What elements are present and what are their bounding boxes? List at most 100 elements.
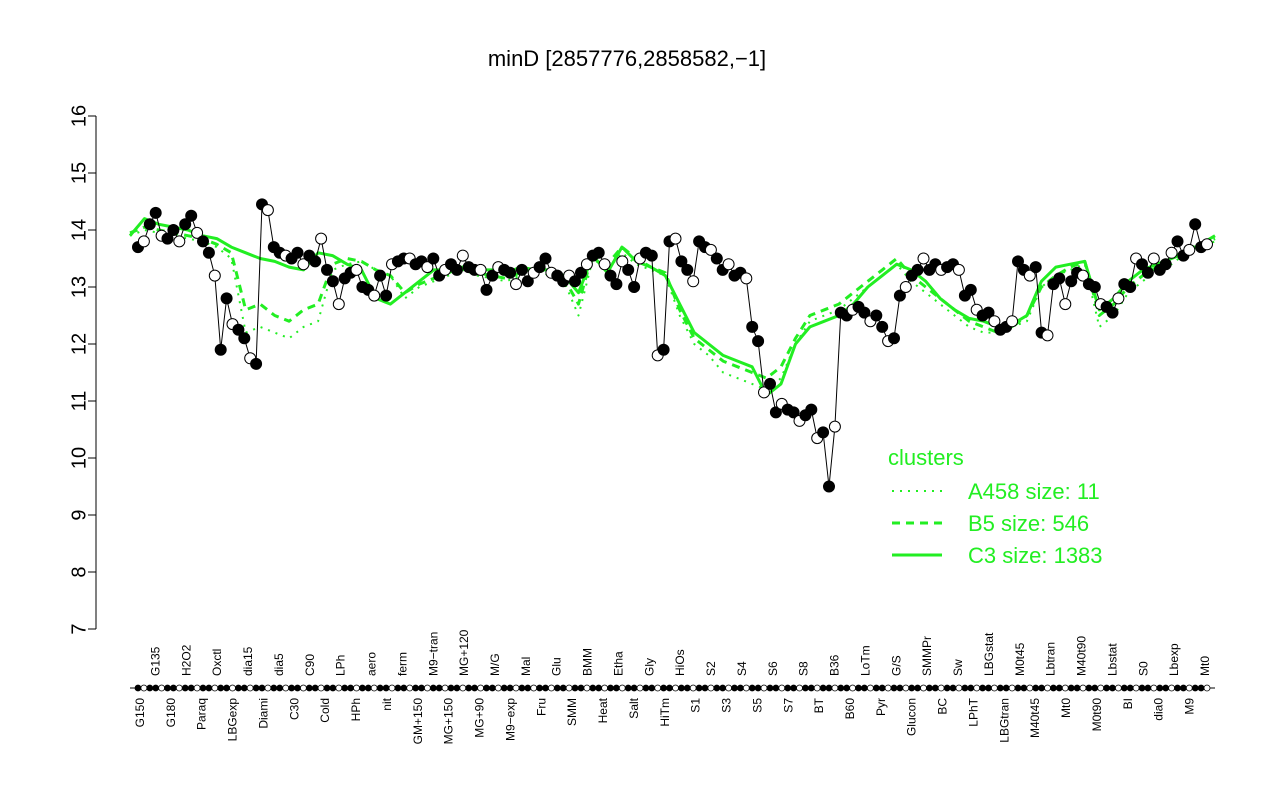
x-tick-label: Sw [951,659,965,676]
x-tick-label: Glucon [905,698,919,736]
data-point [1147,252,1160,265]
x-rug-mark [134,684,142,692]
x-tick-label: aero [365,652,379,676]
x-rug-mark [553,684,561,692]
x-rug-mark [955,684,963,692]
x-tick-label: M9−exp [503,698,517,741]
data-point [161,232,174,245]
x-rug-mark [807,684,815,692]
x-rug-mark [1085,684,1093,692]
x-rug-mark [370,684,378,692]
data-point [893,289,906,302]
x-rug-mark [548,684,555,692]
x-rug-mark [488,684,496,692]
x-rug-mark [394,684,402,692]
x-rug-mark [1091,684,1099,692]
x-rug-mark [311,684,319,692]
data-point [622,263,635,276]
x-rug-mark [146,684,154,692]
data-point [764,377,776,390]
x-tick-label: MG+90 [473,698,487,738]
x-rug-mark [725,684,732,692]
x-rug-mark [695,684,703,692]
x-rug-mark [276,684,284,692]
x-rug-mark [802,684,809,692]
data-point [1059,298,1072,311]
x-rug-mark [861,684,868,692]
data-point [214,343,227,356]
data-point [704,243,717,256]
x-rug-mark [164,684,171,692]
x-tick-label: BC [936,698,950,715]
x-rug-mark [341,684,349,692]
x-rug-mark [849,684,856,692]
x-rug-mark [240,684,248,692]
x-rug-mark [636,684,644,692]
data-point [876,320,889,333]
x-rug-mark [1156,684,1164,692]
x-rug-mark [867,684,874,692]
data-point [368,289,381,302]
x-tick-label: Lbstat [1105,643,1119,676]
x-tick-label: M40t45 [1028,698,1042,738]
x-rug-mark [223,684,231,692]
x-rug-mark [926,684,933,692]
x-tick-label: LoTm [858,645,872,676]
x-tick-label: B36 [828,654,842,676]
data-point [185,209,198,222]
data-point [569,275,581,288]
x-rug-mark [772,684,780,692]
x-rug-mark [961,684,969,692]
x-rug-mark [459,684,467,692]
data-point [315,232,328,245]
data-point [817,426,830,439]
x-rug-mark [878,684,886,692]
data-points [132,198,1213,493]
x-rug-mark [678,684,685,692]
x-rug-mark [565,684,573,692]
x-rug-mark [169,684,177,692]
x-tick-label: LPh [334,655,348,676]
y-tick-label: 8 [68,566,90,577]
x-rug-mark [388,684,396,692]
data-point [823,480,835,493]
x-rug-mark [914,684,921,692]
x-tick-label: ferm [395,652,409,676]
x-rug-mark [205,684,213,692]
data-point [137,235,150,248]
x-rug-mark [967,684,975,692]
x-rug-mark [447,684,455,692]
data-point [616,255,629,268]
x-tick-label: S4 [735,661,749,676]
x-rug-mark [949,684,957,692]
data-point [173,235,186,248]
legend-entry: C3 size: 1383 [968,543,1103,568]
data-point [1189,218,1202,231]
data-point [657,343,670,356]
x-rug-mark [648,684,656,692]
data-point [515,263,528,276]
x-rug-mark [193,684,201,692]
x-rug-mark [884,684,892,692]
x-rug-mark [335,684,343,692]
data-point [1077,269,1089,282]
x-tick-label: dia0 [1152,698,1166,721]
x-rug-mark [187,684,195,692]
x-rug-mark [943,684,951,692]
data-point [456,249,469,262]
x-rug-mark [896,684,904,692]
x-rug-mark [1150,684,1158,692]
x-rug-mark [1109,684,1116,692]
data-point [1006,315,1019,328]
data-point [858,306,871,319]
data-point [1124,281,1137,293]
x-rug-mark [1162,684,1170,692]
legend-entry: A458 size: 11 [968,479,1100,504]
x-rug-mark [500,684,508,692]
x-rug-mark [601,684,608,692]
x-rug-mark [855,684,862,692]
x-rug-mark [158,684,166,692]
x-tick-label: G180 [164,698,178,728]
x-tick-label: Mt0 [1198,656,1212,676]
x-rug-mark [872,684,880,692]
